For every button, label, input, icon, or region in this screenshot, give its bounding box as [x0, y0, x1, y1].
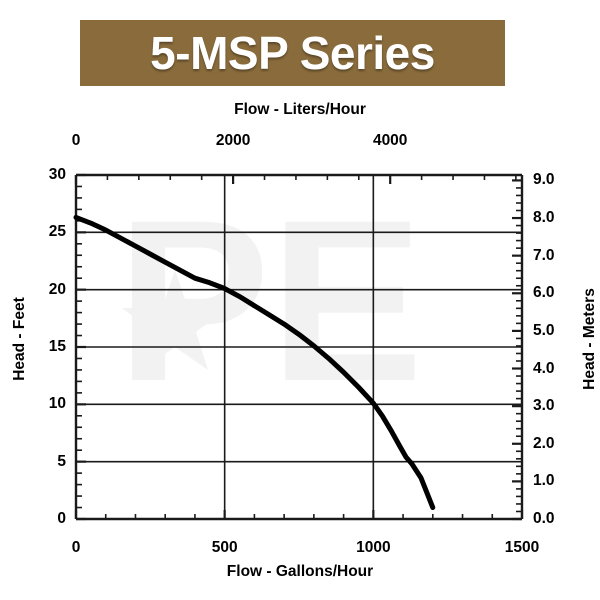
x2-tick-label: 0	[71, 132, 81, 149]
y-tick-label: 15	[48, 338, 66, 355]
x2-tick-label: 4000	[372, 132, 408, 149]
watermark-text: PE	[117, 172, 424, 429]
x-tick-label: 1500	[504, 539, 540, 556]
plot-frame	[74, 173, 524, 521]
y2-tick-label: 1.0	[533, 472, 555, 490]
grid-lines	[76, 175, 522, 519]
y2-tick-label: 9.0	[533, 171, 555, 189]
y2-tick-label: 2.0	[533, 434, 555, 452]
y2-tick-label: 6.0	[533, 284, 555, 302]
x-tick-label: 500	[211, 539, 238, 556]
x2-tick-label: 2000	[215, 132, 251, 149]
y-tick-label: 25	[48, 223, 66, 241]
title-banner: 5-MSP Series	[80, 20, 505, 86]
page-title: 5-MSP Series	[150, 27, 435, 79]
performance-curve-line	[73, 214, 436, 511]
watermark: PE	[117, 172, 424, 429]
y-tick-label: 5	[57, 452, 66, 470]
y2-tick-label: 0.0	[533, 510, 555, 527]
y2-tick-label: 7.0	[533, 246, 555, 264]
x-tick-label: 0	[71, 539, 81, 556]
y2-tick-label: 3.0	[533, 397, 555, 415]
curve-layer	[73, 214, 436, 511]
bottom-axis-title: Flow - Gallons/Hour	[226, 563, 374, 580]
y-tick-label: 20	[48, 280, 66, 298]
y2-tick-label: 8.0	[533, 209, 555, 227]
y-tick-label: 30	[48, 166, 66, 183]
y-tick-label: 0	[57, 510, 66, 527]
x-tick-label: 1000	[356, 539, 391, 556]
y2-tick-label: 5.0	[533, 321, 555, 339]
top-axis-title: Flow - Liters/Hour	[234, 101, 366, 118]
y-tick-label: 10	[48, 395, 66, 413]
watermark-star	[122, 270, 228, 370]
y2-tick-label: 4.0	[533, 359, 555, 377]
